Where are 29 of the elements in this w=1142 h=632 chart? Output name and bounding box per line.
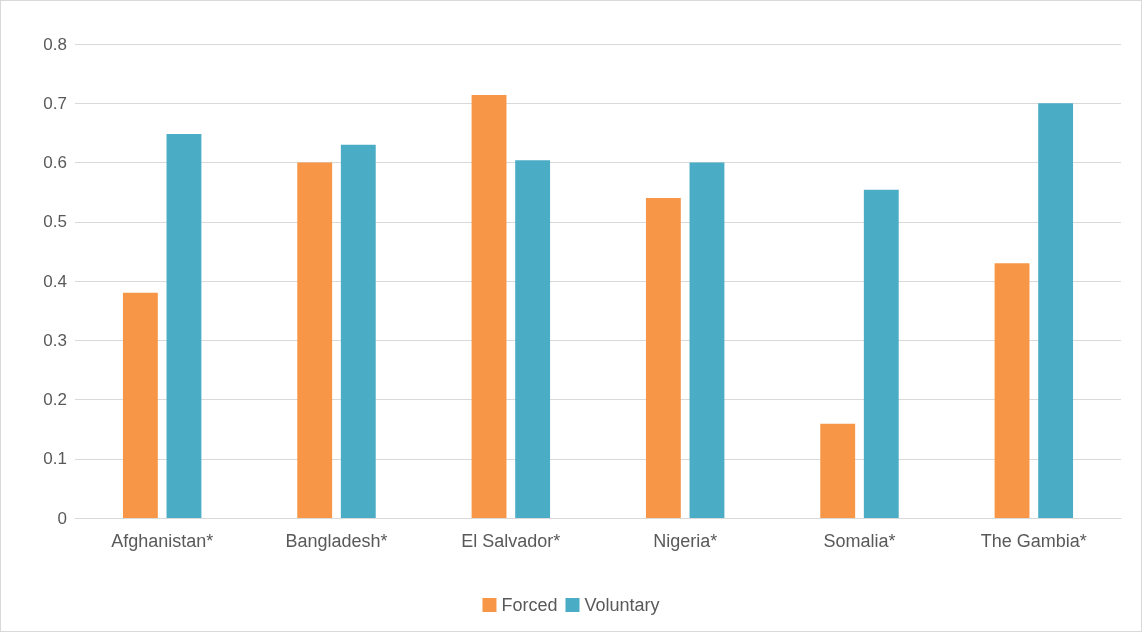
x-tick-label: Somalia* bbox=[823, 531, 896, 551]
y-tick-label: 0.1 bbox=[43, 449, 67, 469]
bar bbox=[863, 189, 899, 518]
x-tick-label: Afghanistan* bbox=[111, 531, 214, 551]
bar bbox=[994, 263, 1030, 518]
x-tick-label: Bangladesh* bbox=[285, 531, 388, 551]
x-tick-label: El Salvador* bbox=[461, 531, 561, 551]
y-tick-label: 0 bbox=[57, 508, 67, 528]
bar bbox=[166, 134, 202, 518]
legend-label: Voluntary bbox=[584, 595, 660, 615]
bar bbox=[645, 198, 681, 518]
y-tick-label: 0.7 bbox=[43, 93, 67, 113]
y-tick-label: 0.2 bbox=[43, 390, 67, 409]
bar bbox=[297, 162, 333, 518]
bar bbox=[340, 144, 376, 518]
y-tick-label: 0.4 bbox=[43, 271, 67, 291]
bar bbox=[820, 423, 856, 518]
y-tick-label: 0.3 bbox=[43, 330, 67, 350]
bar bbox=[515, 160, 551, 518]
bar bbox=[1038, 103, 1074, 518]
y-tick-label: 0.6 bbox=[43, 153, 67, 172]
bar bbox=[471, 94, 507, 518]
x-tick-label: Nigeria* bbox=[653, 531, 718, 551]
y-tick-label: 0.8 bbox=[43, 34, 67, 54]
bar bbox=[122, 292, 158, 518]
y-tick-label: 0.5 bbox=[43, 212, 67, 232]
bar bbox=[689, 162, 725, 518]
x-tick-label: The Gambia* bbox=[980, 531, 1087, 551]
legend-label: Forced bbox=[501, 595, 558, 615]
